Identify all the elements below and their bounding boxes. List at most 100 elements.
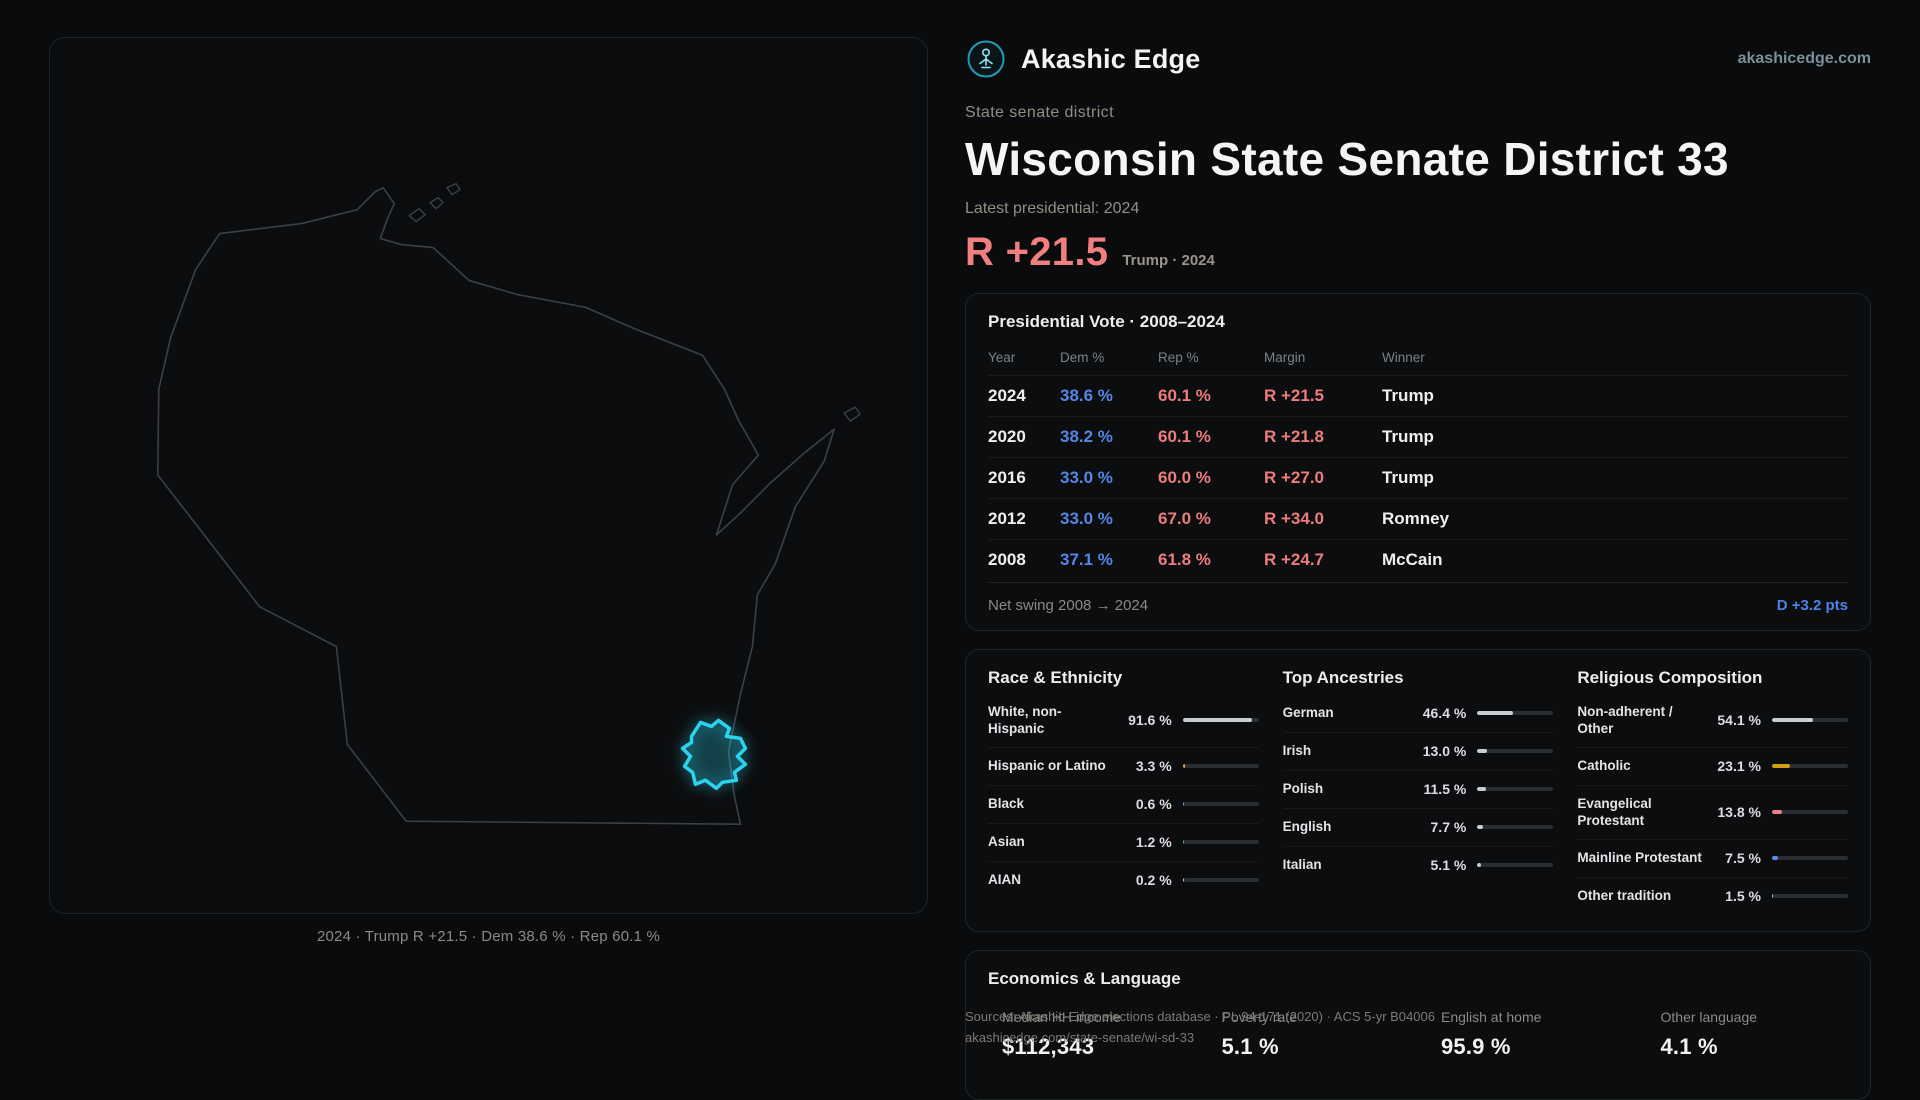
stat-bar-fill <box>1771 810 1783 815</box>
cell-year: 2008 <box>988 549 1026 569</box>
cell-margin: R +21.8 <box>1264 426 1325 446</box>
presidential-vote-title: Presidential Vote · 2008–2024 <box>988 311 1225 331</box>
stat-label: AIAN <box>988 872 1021 888</box>
stat-label: Hispanic or Latino <box>988 758 1106 774</box>
cell-rep-pct: 67.0 % <box>1158 508 1211 528</box>
stat-bar-fill <box>1477 710 1513 715</box>
stat-row: Non-adherent / Other 54.1 % <box>1577 694 1848 747</box>
akashic-edge-logo-icon <box>965 38 1007 80</box>
stat-bar <box>1771 810 1848 815</box>
table-row: 2016 33.0 % 60.0 % R +27.0 Trump <box>988 456 1848 498</box>
stat-label: Other tradition <box>1577 888 1672 904</box>
cell-year: 2020 <box>988 426 1026 446</box>
stat-label: Non-adherent / Other <box>1577 703 1673 737</box>
cell-year: 2016 <box>988 467 1026 487</box>
ancestries-stat-list: German 46.4 % Irish 13.0 % Polish 11.5 % <box>1282 694 1554 884</box>
stat-value: 5.1 % <box>1430 857 1467 874</box>
col-rep: Rep % <box>1158 349 1199 365</box>
stat-bar-fill <box>1477 863 1482 868</box>
table-row: 2012 33.0 % 67.0 % R +34.0 Romney <box>988 497 1848 539</box>
stat-bar <box>1182 718 1259 723</box>
stat-row: Italian 5.1 % <box>1282 845 1554 884</box>
cell-rep-pct: 60.1 % <box>1158 426 1211 446</box>
brand-domain-link[interactable]: akashicedge.com <box>1737 50 1871 67</box>
stat-value: 54.1 % <box>1717 712 1761 729</box>
stat-bar-fill <box>1771 894 1774 899</box>
econ-stat-value: 4.1 % <box>1660 1033 1718 1059</box>
headline-result: R +21.5 Trump · 2024 <box>965 230 1871 275</box>
stat-bar <box>1182 878 1259 883</box>
stat-row: Mainline Protestant 7.5 % <box>1577 838 1848 877</box>
cell-dem-pct: 33.0 % <box>1060 508 1113 528</box>
wisconsin-outline <box>156 186 836 826</box>
district-map <box>49 37 928 914</box>
table-row: 2008 37.1 % 61.8 % R +24.7 McCain <box>988 538 1848 580</box>
district-shape <box>680 718 748 791</box>
stat-row: Other tradition 1.5 % <box>1577 876 1848 915</box>
econ-stat: English at home 95.9 % <box>1427 1009 1629 1060</box>
stat-bar-fill <box>1182 878 1185 883</box>
stat-bar-fill <box>1477 787 1487 792</box>
cell-margin: R +34.0 <box>1264 508 1325 528</box>
col-winner: Winner <box>1382 349 1425 365</box>
map-caption: 2024 · Trump R +21.5 · Dem 38.6 % · Rep … <box>316 928 661 945</box>
cell-winner: Romney <box>1382 508 1450 528</box>
stat-row: Irish 13.0 % <box>1282 731 1554 770</box>
stat-bar-fill <box>1771 764 1790 769</box>
stat-label: Irish <box>1282 743 1312 759</box>
econ-stat: Other language 4.1 % <box>1647 1009 1849 1060</box>
presidential-table-body: 2024 38.6 % 60.1 % R +21.5 Trump 2020 38… <box>988 374 1848 580</box>
net-swing-row: Net swing 2008 → 2024 D +3.2 pts <box>988 581 1848 614</box>
economics-title: Economics & Language <box>988 968 1181 988</box>
stat-row: Hispanic or Latino 3.3 % <box>988 746 1259 785</box>
race-ethnicity-section: Race & Ethnicity White, non-Hispanic 91.… <box>988 668 1259 915</box>
stat-row: Asian 1.2 % <box>988 822 1259 861</box>
cell-margin: R +21.5 <box>1264 385 1325 405</box>
header: Akashic Edge akashicedge.com <box>965 38 1871 80</box>
stat-bar <box>1477 787 1554 792</box>
stat-bar-fill <box>1771 856 1778 861</box>
demographics-panel: Race & Ethnicity White, non-Hispanic 91.… <box>965 648 1871 932</box>
stat-bar <box>1771 856 1848 861</box>
cell-rep-pct: 61.8 % <box>1158 549 1211 569</box>
stat-bar <box>1182 764 1259 769</box>
stat-bar <box>1477 749 1554 754</box>
stat-bar-fill <box>1771 718 1814 723</box>
table-row: 2024 38.6 % 60.1 % R +21.5 Trump <box>988 374 1848 416</box>
stat-bar <box>1182 802 1259 807</box>
econ-stat-label: Other language <box>1660 1008 1758 1025</box>
stat-bar <box>1477 863 1554 868</box>
cell-dem-pct: 37.1 % <box>1060 549 1113 569</box>
stat-row: Evangelical Protestant 13.8 % <box>1577 784 1848 839</box>
cell-margin: R +24.7 <box>1264 549 1325 569</box>
religion-section: Religious Composition Non-adherent / Oth… <box>1577 668 1848 915</box>
econ-stat: Poverty rate 5.1 % <box>1208 1009 1410 1060</box>
stat-value: 23.1 % <box>1717 758 1761 775</box>
race-ethnicity-title: Race & Ethnicity <box>988 667 1123 687</box>
cell-dem-pct: 38.2 % <box>1060 426 1113 446</box>
stat-value: 11.5 % <box>1423 781 1467 798</box>
cell-year: 2024 <box>988 385 1026 405</box>
stat-value: 7.5 % <box>1725 850 1761 867</box>
religion-title: Religious Composition <box>1577 667 1763 687</box>
econ-stat-label: Median HH income <box>1002 1008 1122 1025</box>
stat-bar <box>1771 718 1848 723</box>
brand-name: Akashic Edge <box>1021 43 1201 74</box>
ancestries-section: Top Ancestries German 46.4 % Irish 13.0 … <box>1282 668 1554 915</box>
cell-winner: Trump <box>1382 426 1434 446</box>
cell-winner: Trump <box>1382 385 1434 405</box>
stat-label: English <box>1282 819 1332 835</box>
econ-stat-label: English at home <box>1441 1008 1542 1025</box>
econ-stat-value: 95.9 % <box>1441 1033 1511 1059</box>
cell-margin: R +27.0 <box>1264 467 1325 487</box>
stat-label: White, non-Hispanic <box>988 703 1062 737</box>
presidential-vote-panel: Presidential Vote · 2008–2024 Year Dem %… <box>965 292 1871 631</box>
cell-winner: McCain <box>1382 549 1443 569</box>
stat-row: Catholic 23.1 % <box>1577 746 1848 785</box>
col-dem: Dem % <box>1060 349 1105 365</box>
stat-bar <box>1771 894 1848 899</box>
report-column: Akashic Edge akashicedge.com State senat… <box>965 38 1871 1100</box>
map-section: 2024 · Trump R +21.5 · Dem 38.6 % · Rep … <box>49 37 928 945</box>
stat-bar-fill <box>1182 764 1186 769</box>
net-swing-label: Net swing 2008 → 2024 <box>988 596 1149 614</box>
